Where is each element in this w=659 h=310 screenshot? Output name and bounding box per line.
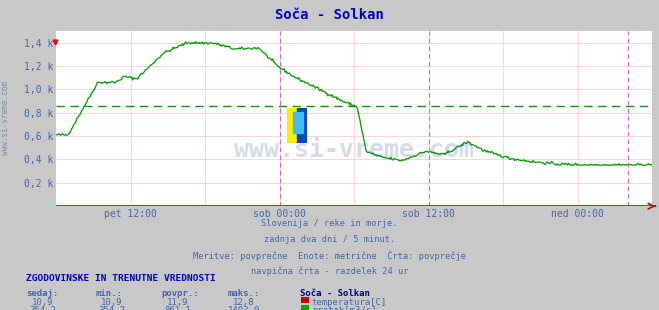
Text: sedaj:: sedaj: (26, 289, 59, 298)
Text: Meritve: povprečne  Enote: metrične  Črta: povprečje: Meritve: povprečne Enote: metrične Črta:… (193, 251, 466, 261)
Text: www.si-vreme.com: www.si-vreme.com (1, 81, 10, 155)
Text: navpična črta - razdelek 24 ur: navpična črta - razdelek 24 ur (251, 267, 408, 277)
Text: min.:: min.: (96, 289, 123, 298)
Text: Soča - Solkan: Soča - Solkan (300, 289, 370, 298)
Text: 354,2: 354,2 (99, 306, 125, 310)
Text: 12,8: 12,8 (233, 298, 254, 307)
Text: 11,9: 11,9 (167, 298, 188, 307)
Text: 861,1: 861,1 (165, 306, 191, 310)
Text: maks.:: maks.: (227, 289, 260, 298)
Text: Slovenija / reke in morje.: Slovenija / reke in morje. (261, 219, 398, 228)
Text: www.si-vreme.com: www.si-vreme.com (234, 138, 474, 162)
Text: 10,9: 10,9 (101, 298, 123, 307)
Text: 1402,0: 1402,0 (228, 306, 260, 310)
Text: Soča - Solkan: Soča - Solkan (275, 8, 384, 22)
Text: povpr.:: povpr.: (161, 289, 199, 298)
Text: temperatura[C]: temperatura[C] (312, 298, 387, 307)
Text: 10,9: 10,9 (32, 298, 53, 307)
Text: zadnja dva dni / 5 minut.: zadnja dva dni / 5 minut. (264, 235, 395, 244)
Text: ZGODOVINSKE IN TRENUTNE VREDNOSTI: ZGODOVINSKE IN TRENUTNE VREDNOSTI (26, 274, 216, 283)
Text: pretok[m3/s]: pretok[m3/s] (312, 306, 376, 310)
Text: 354,2: 354,2 (30, 306, 56, 310)
